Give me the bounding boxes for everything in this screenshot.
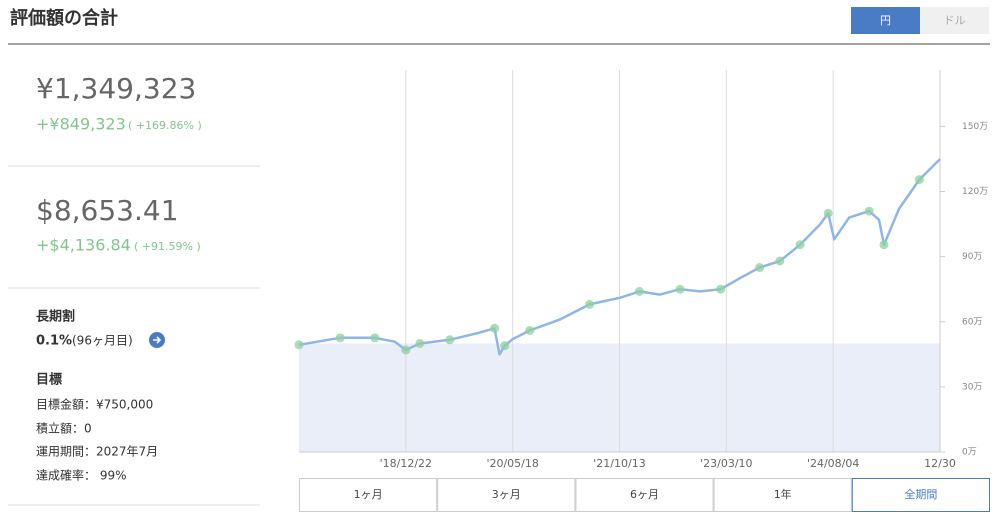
- left-panel: ¥1,349,323 +¥849,323 ( +169.86% ) $8,653…: [8, 72, 260, 506]
- discount-rate: 0.1%: [36, 334, 72, 349]
- goal-line: 目標金額：¥750,000: [36, 397, 153, 412]
- usd-gain-pct: ( +91.59% ): [134, 240, 201, 253]
- purchase-marker: [500, 341, 510, 351]
- purchase-marker: [864, 206, 874, 216]
- purchase-marker: [585, 299, 595, 309]
- purchase-marker: [401, 345, 411, 355]
- purchase-marker: [775, 256, 785, 266]
- range-button-label: 1年: [774, 487, 792, 501]
- y-tick-label: 90万: [962, 252, 982, 262]
- purchase-marker: [914, 175, 924, 185]
- range-button-label: 1ヶ月: [354, 488, 383, 501]
- goal-line: 運用期間：2027年7月: [36, 445, 158, 459]
- currency-toggle-button[interactable]: ドル: [920, 7, 989, 34]
- range-button[interactable]: 6ヶ月: [575, 478, 714, 512]
- value-line: [298, 158, 941, 356]
- toggle-label: ドル: [944, 14, 966, 27]
- toggle-bg: [920, 7, 989, 34]
- purchase-marker: [415, 338, 425, 348]
- goal-line: 積立額：0: [36, 421, 92, 436]
- purchase-marker: [335, 333, 345, 343]
- range-button-label: 全期間: [904, 487, 937, 501]
- range-button-label: 6ヶ月: [630, 488, 659, 501]
- y-tick-label: 120万: [962, 187, 988, 197]
- range-button[interactable]: 3ヶ月: [437, 478, 576, 512]
- jpy-gain-pct: ( +169.86% ): [128, 119, 202, 132]
- range-button-bg: [437, 478, 576, 512]
- purchase-marker: [755, 263, 765, 273]
- jpy-gain: +¥849,323: [36, 115, 126, 134]
- discount-info-button[interactable]: [149, 332, 165, 348]
- x-tick-label: '24/08/04: [807, 457, 859, 470]
- toggle-bg: [851, 7, 920, 34]
- toggle-label: 円: [880, 14, 891, 27]
- x-tick-label: '23/03/10: [700, 457, 752, 470]
- range-button[interactable]: 1年: [713, 478, 852, 512]
- purchase-marker: [823, 208, 833, 218]
- x-tick-label: '20/05/18: [486, 457, 538, 470]
- range-button[interactable]: 1ヶ月: [299, 478, 438, 512]
- goal-title: 目標: [36, 372, 62, 388]
- range-button-label: 3ヶ月: [492, 488, 521, 501]
- purchase-marker: [716, 284, 726, 294]
- range-button[interactable]: 全期間: [851, 478, 990, 512]
- page-title: 評価額の合計: [10, 7, 118, 29]
- purchase-marker: [879, 240, 889, 250]
- jpy-value: ¥1,349,323: [36, 72, 196, 105]
- discount-title: 長期割: [36, 309, 75, 325]
- usd-value: $8,653.41: [36, 194, 179, 227]
- purchase-marker: [675, 284, 685, 294]
- range-button-bg: [575, 478, 714, 512]
- purchase-marker: [445, 335, 455, 345]
- y-tick-label: 0万: [962, 448, 977, 458]
- purchase-marker: [525, 325, 535, 335]
- purchase-marker: [370, 333, 380, 343]
- x-tick-label: 12/30: [924, 457, 956, 470]
- y-tick-label: 30万: [962, 382, 982, 392]
- goal-line: 達成確率： 99%: [36, 468, 127, 483]
- range-button-bg: [713, 478, 852, 512]
- purchase-marker: [634, 286, 644, 296]
- currency-toggle-button[interactable]: 円: [851, 7, 920, 34]
- x-tick-label: '21/10/13: [593, 457, 645, 470]
- purchase-marker: [294, 340, 304, 350]
- purchase-marker: [795, 240, 805, 250]
- range-button-bg: [299, 478, 438, 512]
- y-tick-label: 150万: [962, 122, 988, 132]
- x-tick-label: '18/12/22: [380, 457, 432, 470]
- usd-gain: +$4,136.84: [36, 236, 131, 255]
- purchase-marker: [490, 323, 500, 333]
- discount-note: (96ヶ月目): [72, 334, 133, 348]
- y-tick-label: 60万: [962, 317, 982, 327]
- range-button-bg: [851, 478, 990, 512]
